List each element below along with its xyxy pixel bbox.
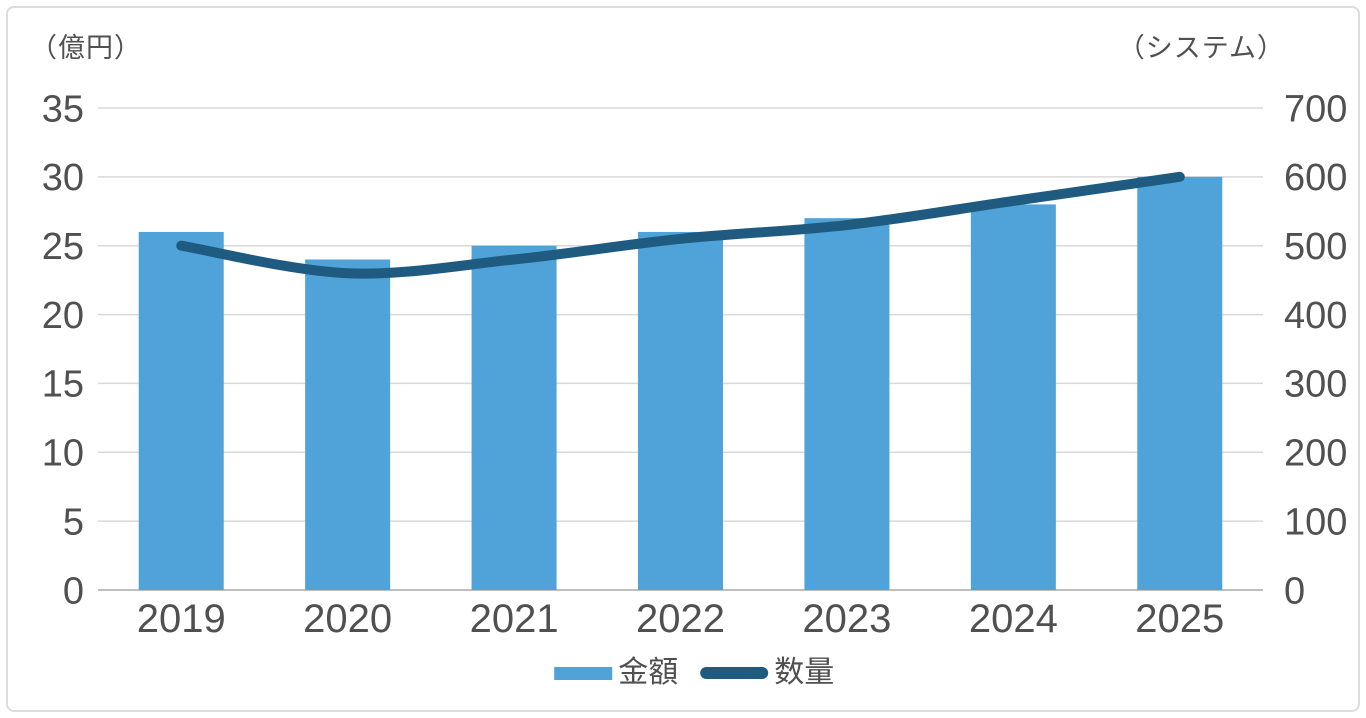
- svg-text:2020: 2020: [303, 597, 392, 641]
- svg-text:300: 300: [1284, 364, 1347, 406]
- left-tick-labels: 0 5 10 15 20 25 30 35: [42, 88, 84, 612]
- svg-text:400: 400: [1284, 295, 1347, 337]
- legend-label-quantity: 数量: [774, 656, 835, 689]
- bar-2020: [305, 259, 391, 590]
- gridlines: [98, 107, 1263, 591]
- svg-text:700: 700: [1284, 88, 1347, 130]
- svg-text:2023: 2023: [802, 597, 891, 641]
- svg-text:35: 35: [42, 88, 84, 130]
- legend-label-amount: 金額: [618, 656, 679, 689]
- bar-2021: [471, 245, 557, 590]
- svg-text:2021: 2021: [470, 597, 559, 641]
- line-series: [176, 171, 1185, 279]
- svg-text:600: 600: [1284, 157, 1347, 199]
- svg-text:30: 30: [42, 157, 84, 199]
- svg-text:2024: 2024: [969, 597, 1058, 641]
- legend-item-amount: 金額: [554, 658, 678, 688]
- svg-text:2019: 2019: [137, 597, 226, 641]
- combo-chart-svg: 0510152025303501002003004005006007002019…: [42, 88, 1348, 641]
- bar-series: [138, 176, 1223, 590]
- left-axis-title: （億円）: [30, 33, 142, 63]
- right-tick-labels: 0 100 200 300 400 500 600 700: [1284, 88, 1347, 612]
- svg-text:10: 10: [42, 433, 84, 475]
- chart-card: （億円） （システム） 0 5 10 15 20 25 30 35 0 100 200 300 400 5…: [6, 6, 1360, 712]
- svg-text:0: 0: [1284, 570, 1305, 612]
- bar-2023: [804, 218, 890, 590]
- svg-text:15: 15: [42, 364, 84, 406]
- svg-text:25: 25: [42, 226, 84, 268]
- svg-text:500: 500: [1284, 226, 1347, 268]
- bar-2022: [638, 231, 723, 590]
- svg-text:2025: 2025: [1135, 597, 1224, 641]
- svg-text:2022: 2022: [636, 597, 725, 641]
- right-axis-title: （システム）: [1117, 33, 1285, 63]
- svg-text:20: 20: [42, 295, 84, 337]
- bar-series-swatch: [554, 666, 613, 680]
- legend-item-quantity: 数量: [700, 658, 834, 688]
- bar-2019: [138, 231, 224, 590]
- bar-2025: [1137, 176, 1223, 590]
- line-series-swatch: [700, 667, 769, 679]
- svg-text:100: 100: [1284, 501, 1347, 543]
- svg-text:200: 200: [1284, 433, 1347, 475]
- bar-2024: [970, 204, 1056, 590]
- x-axis-labels: 2019 2020 2021 2022 2023 2024 2025: [137, 597, 1225, 641]
- svg-text:0: 0: [63, 570, 84, 612]
- svg-text:5: 5: [63, 501, 84, 543]
- chart-legend: 金額 数量: [554, 658, 834, 688]
